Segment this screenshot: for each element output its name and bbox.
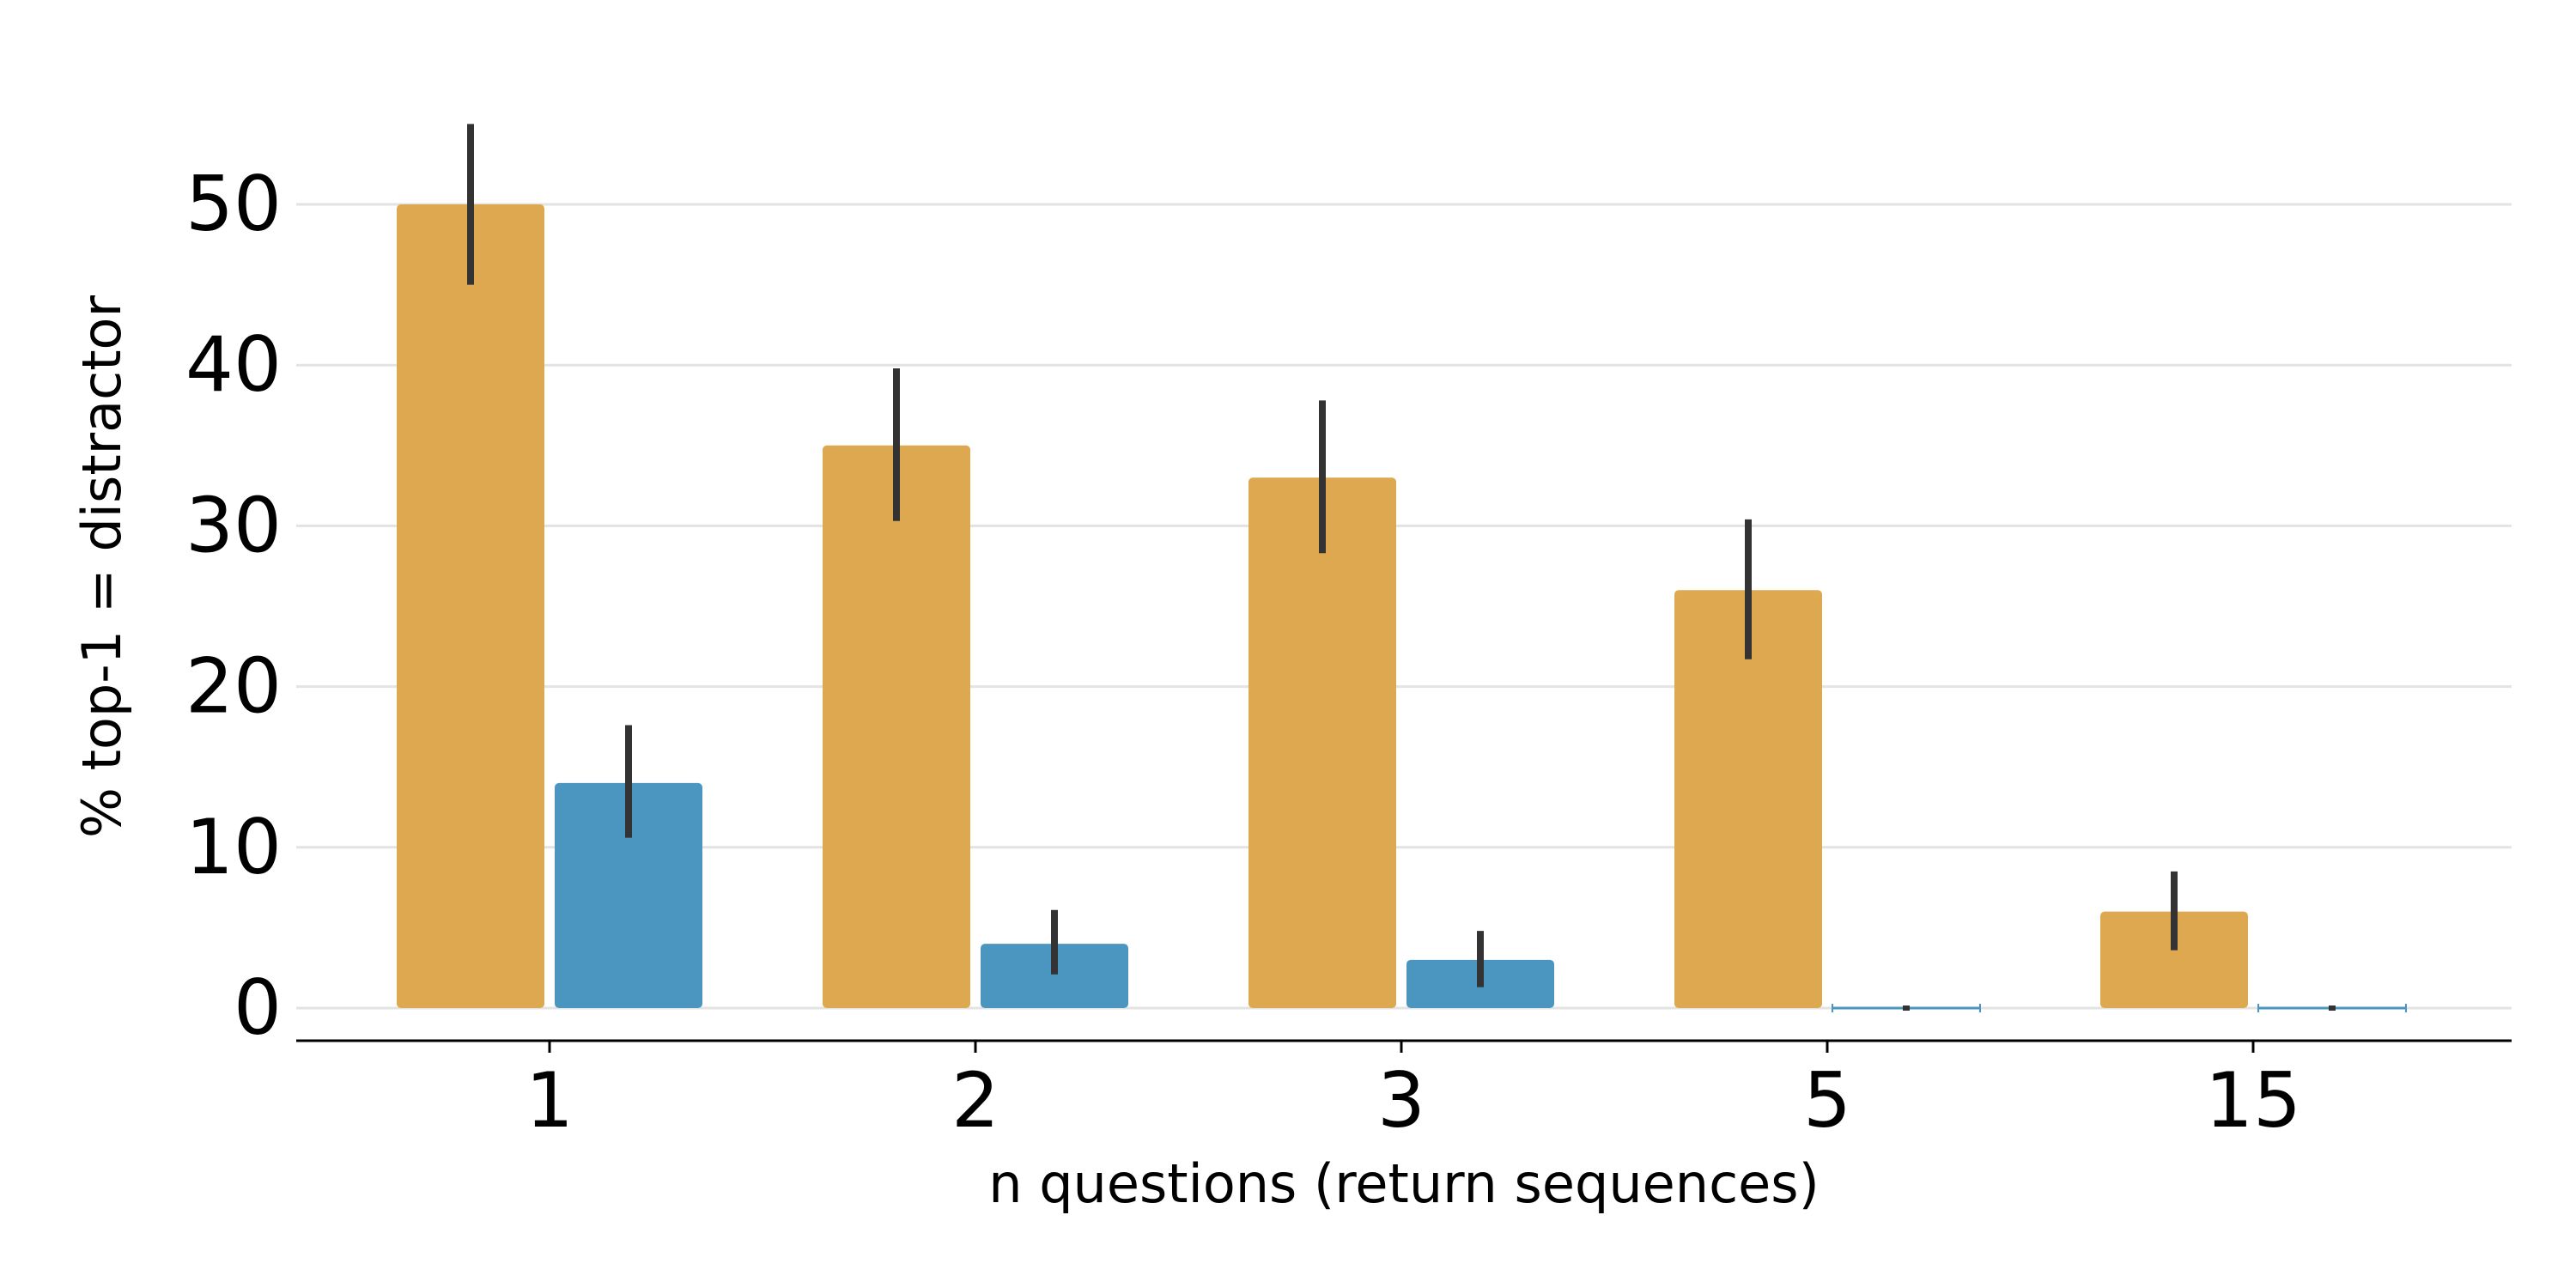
bar-series1-15 xyxy=(2100,911,2248,1008)
bar-series2-2 xyxy=(981,944,1128,1008)
y-tick-label-10: 10 xyxy=(185,803,282,891)
y-tick-label-40: 40 xyxy=(185,320,282,409)
bar-series1-3 xyxy=(1249,477,1396,1008)
x-tick-label-2: 2 xyxy=(951,1056,999,1145)
axes xyxy=(296,1039,2512,1053)
bar-series2-1 xyxy=(555,782,702,1008)
y-axis-title: % top-1 = distractor xyxy=(70,295,133,838)
bar-series1-1 xyxy=(397,204,544,1008)
x-tick-label-15: 15 xyxy=(2205,1056,2301,1145)
y-tick-label-0: 0 xyxy=(234,963,282,1052)
tick-labels: 0 10 20 30 40 50 1 2 3 5 15 xyxy=(185,160,2301,1145)
x-tick-label-3: 3 xyxy=(1377,1056,1425,1145)
bar-series1-2 xyxy=(823,445,970,1008)
bar-series1-5 xyxy=(1674,590,1822,1008)
error-bar-series2-15 xyxy=(2329,1005,2336,1011)
x-axis-title: n questions (return sequences) xyxy=(988,1152,1820,1215)
x-tick-label-5: 5 xyxy=(1803,1056,1851,1145)
y-tick-label-30: 30 xyxy=(185,481,282,569)
error-bar-series2-5 xyxy=(1903,1005,1910,1011)
error-bars xyxy=(467,124,2336,1011)
y-tick-label-20: 20 xyxy=(185,642,282,731)
x-tick-label-1: 1 xyxy=(526,1056,574,1145)
bars xyxy=(397,204,2407,1012)
y-tick-label-50: 50 xyxy=(185,160,282,248)
